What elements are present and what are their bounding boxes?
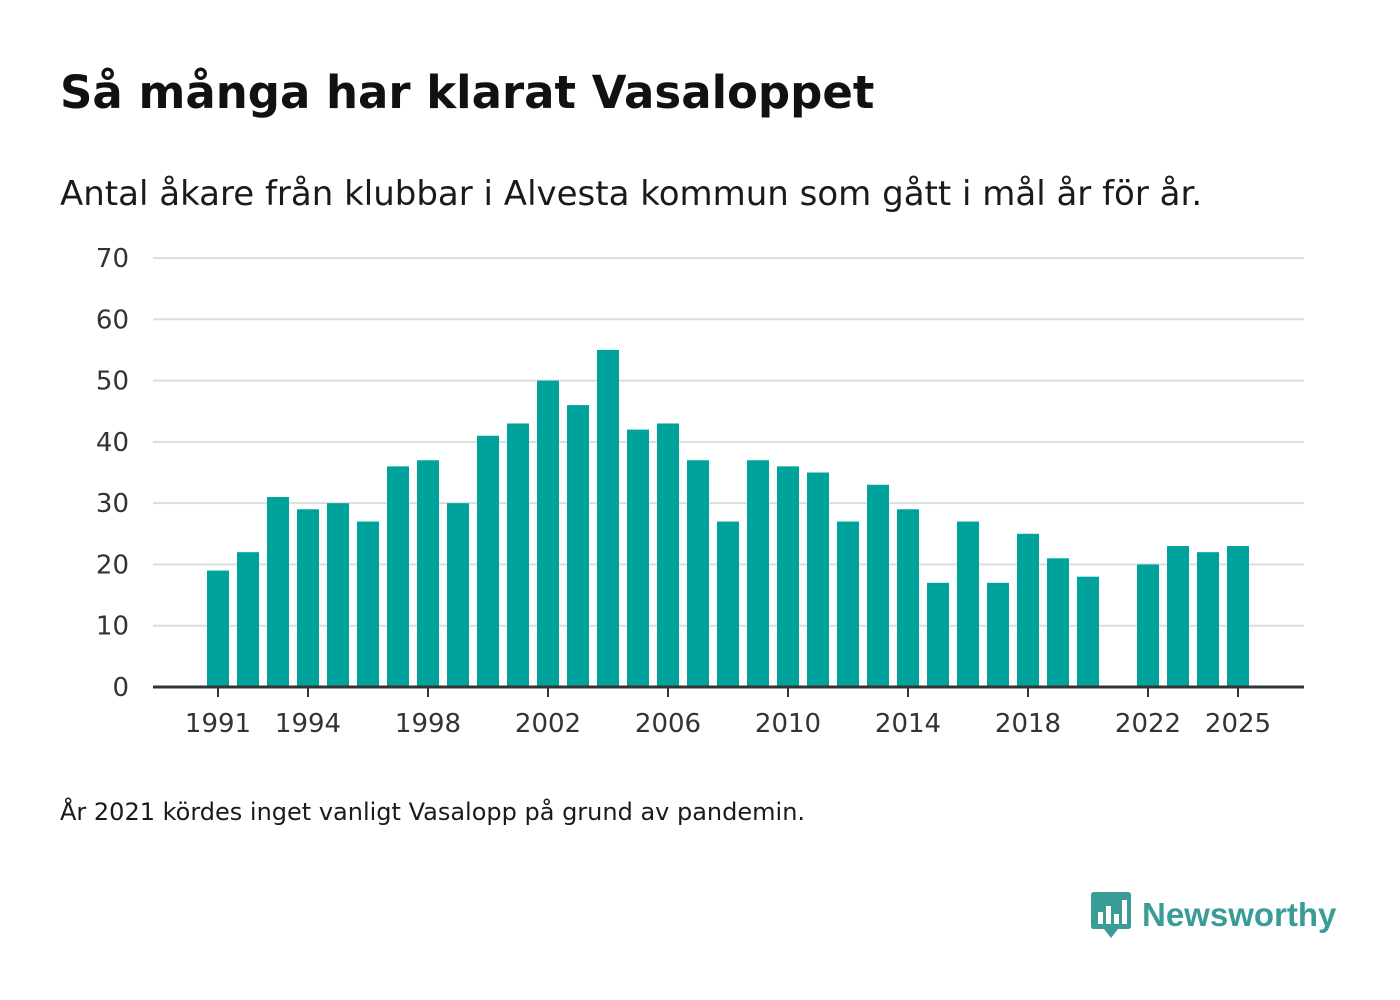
x-tick-label: 2022	[1115, 709, 1181, 739]
y-tick-label: 40	[96, 428, 129, 458]
bar-2009	[747, 460, 769, 687]
bar-2002	[537, 380, 559, 687]
x-tick-label: 2025	[1205, 709, 1271, 739]
brand-name: Newsworthy	[1142, 896, 1337, 933]
bar-2005	[627, 429, 649, 687]
bar-1999	[447, 503, 469, 687]
bar-2017	[987, 582, 1009, 687]
bar-2024	[1197, 552, 1219, 687]
bar-2010	[777, 466, 799, 687]
bar-1995	[327, 503, 349, 687]
bar-2011	[807, 472, 829, 687]
x-tick-label: 2002	[515, 709, 581, 739]
y-tick-label: 0	[112, 673, 129, 703]
x-tick-label: 2018	[995, 709, 1061, 739]
y-tick-label: 60	[96, 305, 129, 335]
newsworthy-logo-icon	[1091, 892, 1131, 938]
bar-2023	[1167, 546, 1189, 687]
bar-2007	[687, 460, 709, 687]
x-tick-label: 1991	[185, 709, 251, 739]
bar-1998	[417, 460, 439, 687]
bar-2008	[717, 521, 739, 687]
bar-1993	[267, 497, 289, 687]
bar-2018	[1017, 533, 1039, 687]
bar-1992	[237, 552, 259, 687]
bar-2019	[1047, 558, 1069, 687]
bar-2020	[1077, 576, 1099, 687]
y-tick-label: 70	[96, 244, 129, 274]
bar-2014	[897, 509, 919, 687]
y-axis-ticks: 0 10 20 30 40 50 60 70	[96, 244, 129, 703]
bars	[207, 349, 1249, 687]
bar-2012	[837, 521, 859, 687]
bar-2015	[927, 582, 949, 687]
chart-title: Så många har klarat Vasaloppet	[60, 66, 875, 119]
y-tick-label: 50	[96, 367, 129, 397]
bar-2013	[867, 484, 889, 687]
bar-2006	[657, 423, 679, 687]
x-tick-label: 1994	[275, 709, 341, 739]
x-tick-label: 2014	[875, 709, 941, 739]
bar-1991	[207, 570, 229, 687]
bar-1997	[387, 466, 409, 687]
footnote: År 2021 kördes inget vanligt Vasalopp på…	[60, 798, 806, 826]
bar-2016	[957, 521, 979, 687]
bar-2000	[477, 435, 499, 687]
x-axis-ticks: 1991 1994 1998 2002 2006 2010 2014 2018 2022 2025	[185, 687, 1271, 739]
bar-2003	[567, 405, 589, 687]
x-tick-label: 2010	[755, 709, 821, 739]
bar-1996	[357, 521, 379, 687]
y-tick-label: 20	[96, 550, 129, 580]
bar-2001	[507, 423, 529, 687]
x-tick-label: 1998	[395, 709, 461, 739]
x-tick-label: 2006	[635, 709, 701, 739]
bar-chart: 0 10 20 30 40 50 60 70 1991 1994 1998 2002 2006 2010…	[96, 244, 1304, 739]
bar-2004	[597, 349, 619, 687]
y-tick-label: 30	[96, 489, 129, 519]
chart-subtitle: Antal åkare från klubbar i Alvesta kommu…	[60, 174, 1203, 214]
brand-logo[interactable]: Newsworthy	[1090, 890, 1336, 940]
y-tick-label: 10	[96, 612, 129, 642]
bar-2022	[1137, 564, 1159, 687]
bar-2025	[1227, 546, 1249, 687]
bar-1994	[297, 509, 319, 687]
